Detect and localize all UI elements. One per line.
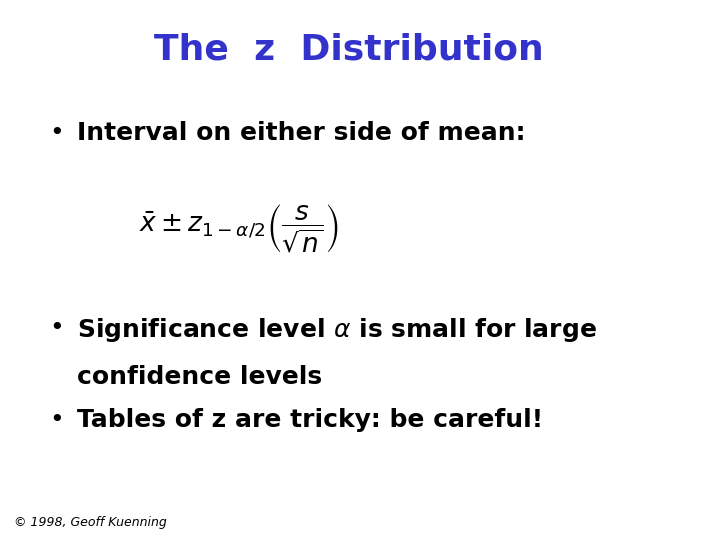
- Text: Significance level $\alpha$ is small for large: Significance level $\alpha$ is small for…: [76, 316, 596, 344]
- Text: •: •: [49, 122, 63, 145]
- Text: © 1998, Geoff Kuenning: © 1998, Geoff Kuenning: [14, 516, 167, 529]
- Text: $\bar{x} \pm z_{1-\alpha/2}\left(\dfrac{s}{\sqrt{n}}\right)$: $\bar{x} \pm z_{1-\alpha/2}\left(\dfrac{…: [140, 202, 339, 254]
- Text: Tables of z are tricky: be careful!: Tables of z are tricky: be careful!: [76, 408, 543, 431]
- Text: confidence levels: confidence levels: [76, 364, 322, 388]
- Text: •: •: [49, 316, 63, 340]
- Text: Interval on either side of mean:: Interval on either side of mean:: [76, 122, 525, 145]
- Text: •: •: [49, 408, 63, 431]
- Text: The  z  Distribution: The z Distribution: [153, 32, 544, 66]
